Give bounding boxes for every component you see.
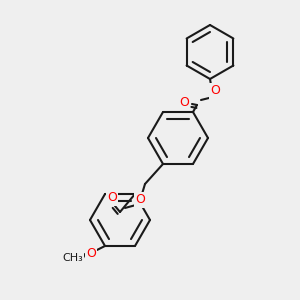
Text: O: O — [86, 248, 96, 260]
Text: O: O — [107, 191, 117, 205]
Text: CH₃: CH₃ — [63, 253, 83, 263]
Text: O: O — [179, 95, 189, 109]
Text: O: O — [210, 85, 220, 98]
Text: O: O — [135, 194, 145, 206]
